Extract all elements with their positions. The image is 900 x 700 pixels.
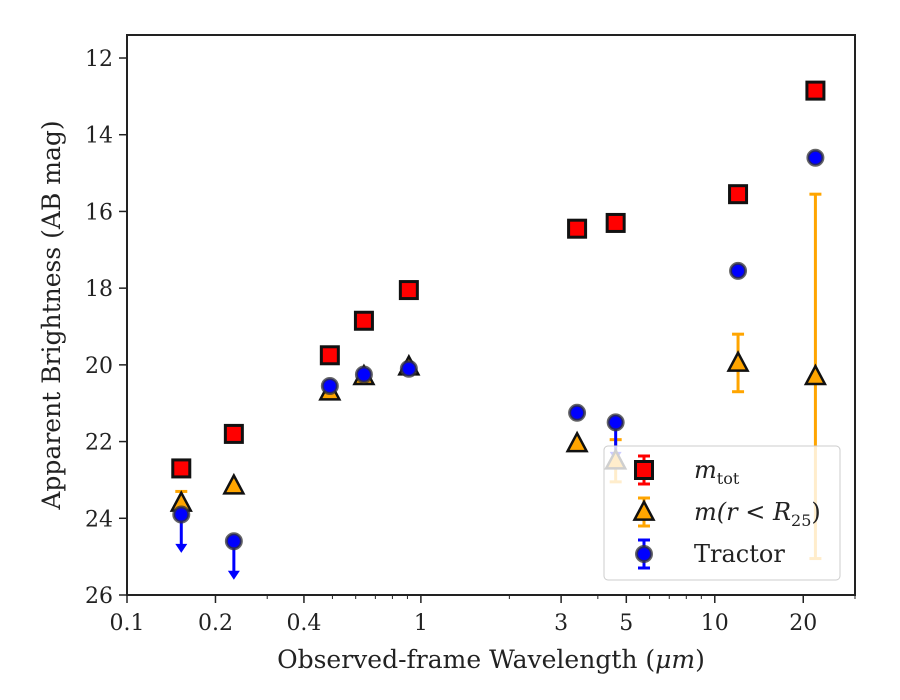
- data-point-circle: [729, 261, 748, 280]
- data-point-triangle: [803, 363, 827, 386]
- y-tick-label: 14: [85, 124, 113, 149]
- data-point-triangle: [222, 472, 246, 495]
- x-tick-label: 0.2: [198, 611, 233, 636]
- legend-label: m(r < R25): [694, 498, 821, 530]
- legend: mtot m(r < R25) Tractor: [603, 445, 841, 581]
- data-point-circle: [568, 403, 587, 422]
- y-tick-label: 20: [85, 354, 113, 379]
- x-tick-label: 3: [554, 611, 568, 636]
- data-point-circle: [224, 532, 243, 551]
- legend-marker-circle: [635, 545, 653, 563]
- x-tick-label: 20: [789, 611, 817, 636]
- x-tick-label: 5: [619, 611, 633, 636]
- data-point-circle: [606, 413, 625, 432]
- x-axis-title: Observed-frame Wavelength (μm): [277, 645, 705, 674]
- data-point-circle: [354, 365, 373, 384]
- y-tick-label: 26: [85, 584, 113, 609]
- y-tick-label: 24: [85, 507, 113, 532]
- axes: 0.1 0.2 0.4 1 3 5 10 20 12 14 16 18 20 22 24 26: [85, 34, 856, 636]
- x-tick-label: 0.1: [110, 611, 145, 636]
- y-tick-label: 12: [85, 47, 113, 72]
- y-tick-label: 18: [85, 277, 113, 302]
- data-point-circle: [320, 376, 339, 395]
- y-axis-title: Apparent Brightness (AB mag): [37, 120, 66, 510]
- upper-limit-arrowhead: [227, 570, 240, 580]
- data-point-square: [319, 345, 340, 366]
- data-point-circle: [806, 148, 825, 167]
- x-tick-label: 10: [701, 611, 729, 636]
- legend-label: Tractor: [694, 540, 785, 568]
- data-point-square: [567, 218, 588, 239]
- x-tick-label: 0.4: [286, 611, 321, 636]
- data-point-square: [398, 280, 419, 301]
- data-point-square: [353, 310, 374, 331]
- data-point-square: [728, 184, 749, 205]
- data-point-square: [171, 458, 192, 479]
- data-point-square: [223, 423, 244, 444]
- x-tick-label: 1: [414, 611, 428, 636]
- legend-label: mtot: [694, 456, 740, 488]
- data-point-square: [805, 80, 826, 101]
- data-point-circle: [172, 505, 191, 524]
- data-point-square: [605, 212, 626, 233]
- legend-marker-triangle: [632, 499, 656, 521]
- y-tick-label: 22: [85, 431, 113, 456]
- data-point-triangle: [565, 430, 589, 453]
- legend-box: [603, 445, 841, 581]
- plot-frame: [126, 34, 856, 596]
- y-tick-label: 16: [85, 200, 113, 225]
- data-point-triangle: [726, 350, 750, 372]
- upper-limit-arrowhead: [175, 543, 188, 553]
- data-point-circle: [399, 359, 418, 378]
- legend-marker-square: [634, 460, 654, 480]
